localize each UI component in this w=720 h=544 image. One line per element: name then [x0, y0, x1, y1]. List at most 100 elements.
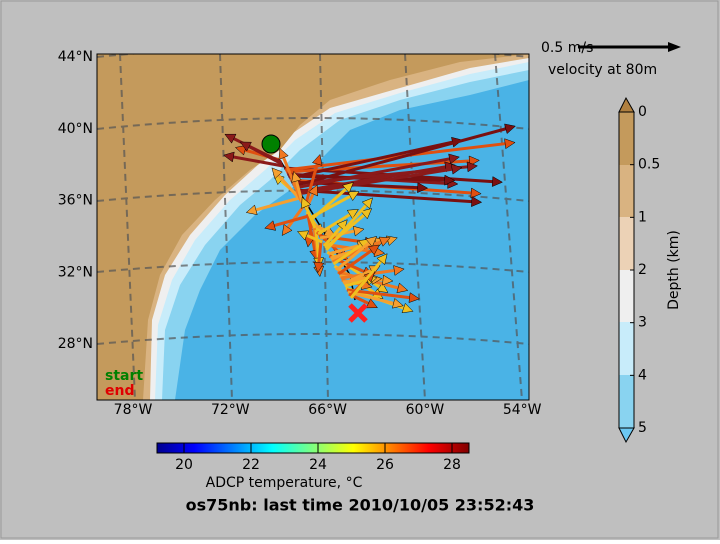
- velocity-vector: [323, 224, 344, 247]
- velocity-head: [239, 141, 252, 152]
- velocity-head: [361, 197, 373, 210]
- lat-label: 32°N: [58, 264, 93, 280]
- velocity-vector: [303, 161, 320, 209]
- velocity-head: [504, 123, 516, 135]
- velocity-head: [367, 244, 380, 256]
- depth-tick-label: 0.5: [638, 157, 660, 173]
- velocity-head: [347, 191, 360, 202]
- velocity-head: [396, 282, 409, 294]
- velocity-head: [471, 196, 483, 208]
- velocity-vector: [335, 240, 372, 272]
- velocity-vector: [285, 205, 305, 230]
- velocity-vector: [303, 204, 317, 229]
- temperature-colorbar: [156, 442, 470, 454]
- velocity-vector: [272, 214, 310, 228]
- velocity-head: [376, 282, 389, 293]
- velocity-head: [346, 209, 359, 220]
- velocity-head: [417, 182, 429, 194]
- temperature-tick-label: 20: [175, 457, 193, 473]
- lon-labels: 78°W 72°W 66°W 60°W 54°W: [114, 402, 542, 418]
- velocity-vector: [327, 243, 361, 256]
- depth-tick-label: 0: [638, 104, 647, 120]
- lon-label: 66°W: [308, 402, 347, 418]
- velocity-vector: [294, 178, 305, 205]
- end-label: end: [105, 383, 134, 399]
- land: [97, 54, 529, 400]
- velocity-vector: [292, 165, 470, 186]
- velocity-head: [450, 163, 463, 175]
- depth-ticks: 0 0.5 1 2 3 4 5: [630, 104, 660, 436]
- velocity-vector: [292, 126, 509, 188]
- velocity-vector: [325, 202, 369, 251]
- velocity-head: [278, 147, 289, 160]
- velocity-vector: [317, 239, 323, 265]
- velocity-vector: [288, 140, 455, 180]
- velocity-head: [342, 182, 354, 194]
- depth-tick-label: 3: [638, 315, 647, 331]
- temperature-label: ADCP temperature, °C: [206, 475, 363, 491]
- velocity-head: [308, 184, 318, 197]
- depth-tick-label: 4: [638, 367, 647, 383]
- temperature-tick-label: 22: [242, 457, 260, 473]
- velocity-head: [393, 265, 405, 276]
- temperature-tick-label: 24: [309, 457, 327, 473]
- velocity-head: [376, 253, 388, 266]
- velocity-head: [313, 261, 325, 274]
- velocity-head: [470, 187, 482, 199]
- velocity-head: [311, 153, 323, 166]
- velocity-key-head: [668, 42, 681, 52]
- velocity-vector: [319, 229, 357, 240]
- velocity-head: [234, 145, 247, 156]
- map-border: [96, 53, 530, 401]
- velocity-vector: [253, 196, 300, 212]
- lon-label: 78°W: [114, 402, 153, 418]
- start-marker: [261, 134, 281, 154]
- velocity-vector: [231, 155, 284, 168]
- velocity-head: [222, 151, 235, 163]
- velocity-caption: velocity at 80m: [548, 62, 657, 78]
- depth-colorbar: [618, 96, 635, 444]
- temperature-ticks: 20 22 24 26 28: [175, 443, 461, 473]
- temperature-tick-label: 26: [376, 457, 394, 473]
- lat-label: 44°N: [58, 49, 93, 65]
- velocity-head: [491, 176, 504, 187]
- title: os75nb: last time 2010/10/05 23:52:43: [186, 496, 535, 515]
- velocity-head: [296, 230, 310, 241]
- lon-label: 72°W: [211, 402, 250, 418]
- velocity-vector: [296, 164, 448, 194]
- velocity-head: [360, 208, 373, 220]
- lon-label: 60°W: [406, 402, 445, 418]
- velocity-vector: [317, 212, 353, 236]
- velocity-head: [378, 236, 391, 247]
- depth-label: Depth (km): [666, 230, 682, 310]
- velocity-head: [408, 292, 421, 303]
- velocity-head: [466, 161, 478, 173]
- velocity-vector: [343, 268, 374, 286]
- temperature-tick-label: 28: [443, 457, 461, 473]
- map: start end: [97, 54, 529, 400]
- lon-label: 54°W: [503, 402, 542, 418]
- velocity-vector: [294, 157, 452, 190]
- velocity-head: [504, 138, 516, 150]
- velocity-head: [224, 133, 237, 144]
- velocity-head: [352, 225, 365, 237]
- velocity-head: [281, 224, 293, 236]
- velocity-vector: [332, 242, 365, 266]
- velocity-scale: 0.5 m/s: [541, 40, 593, 56]
- velocity-head: [382, 274, 394, 286]
- velocity-head: [291, 170, 302, 183]
- velocity-vector: [309, 186, 349, 222]
- velocity-head: [401, 302, 414, 314]
- velocity-head: [448, 153, 460, 165]
- velocity-vector: [246, 144, 283, 166]
- depth-tick-label: 1: [638, 209, 647, 225]
- velocity-vector: [297, 167, 455, 196]
- velocity-vectors: [222, 123, 516, 314]
- velocity-vector: [304, 233, 323, 244]
- velocity-vector: [349, 258, 384, 299]
- velocity-head: [444, 174, 456, 186]
- velocity-head: [245, 204, 258, 216]
- depth-tick-label: 2: [638, 262, 647, 278]
